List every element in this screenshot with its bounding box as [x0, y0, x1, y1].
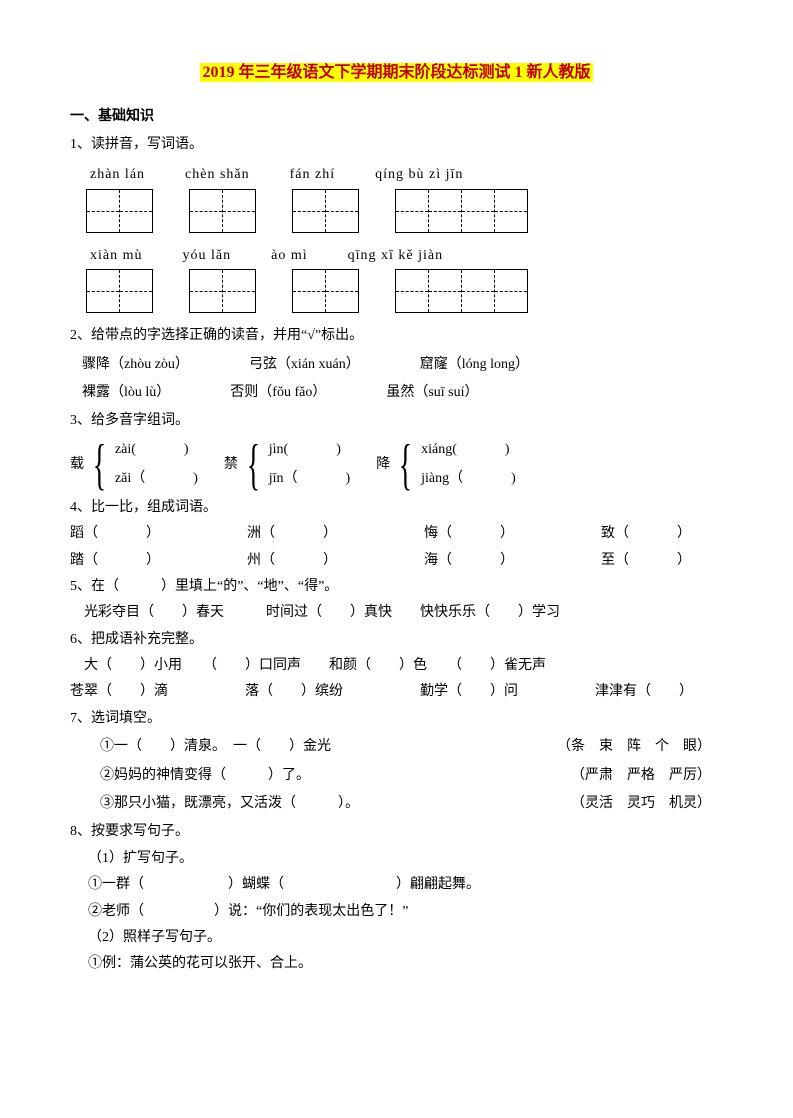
- blank: ): [457, 439, 512, 461]
- page-title: 2019 年三年级语文下学期期末阶段达标测试 1 新人教版: [70, 60, 723, 86]
- q7b: ②妈妈的神情变得（ ）了。 （严肃 严格 严厉）: [82, 765, 711, 787]
- blank: ): [145, 468, 200, 490]
- blank: ): [136, 439, 191, 461]
- q2-item: 窟窿（lóng long）: [420, 354, 529, 376]
- pinyin: qíng bù zì jīn: [375, 164, 463, 186]
- q2-item: 骤降（zhòu zòu）: [82, 354, 189, 376]
- q6: 6、把成语补充完整。: [70, 629, 723, 651]
- q2-item: 虽然（suī suí）: [386, 382, 478, 404]
- q8: 8、按要求写句子。: [70, 821, 723, 843]
- duoyinzi-group: 载 { zài( ) zǎi（ ): [70, 437, 200, 493]
- q6-item: 落（ ）缤纷: [245, 681, 343, 703]
- q7: 7、选词填空。: [70, 708, 723, 730]
- reading: jiàng（: [421, 471, 463, 486]
- tianzi-grid: [292, 189, 359, 233]
- reading: zǎi（: [115, 471, 145, 486]
- q2-item: 裸露（lòu lù）: [82, 382, 170, 404]
- q7b-options: （严肃 严格 严厉）: [571, 765, 711, 787]
- q4-row1: 蹈（ ） 洲（ ） 悔（ ） 致（ ）: [70, 523, 723, 545]
- q2-item: 弓弦（xián xuán）: [249, 354, 360, 376]
- q6-item: 苍翠（ ）滴: [70, 681, 168, 703]
- duoyinzi-group: 禁 { jìn( ) jīn（ ): [224, 437, 352, 493]
- q7c-options: （灵活 灵巧 机灵）: [571, 793, 711, 815]
- q2-item: 否则（fǒu fǎo）: [230, 382, 326, 404]
- q8-1: （1）扩写句子。: [88, 848, 723, 870]
- section-1-head: 一、基础知识: [70, 106, 723, 128]
- q7c-text: ③那只小猫，既漂亮，又活泼（ ）。: [100, 793, 359, 815]
- duoyinzi-row: 载 { zài( ) zǎi（ ) 禁 { jìn( ) jīn（ ) 降 { …: [70, 437, 723, 493]
- char: 降: [376, 454, 390, 476]
- q4-row2: 踏（ ） 州（ ） 海（ ） 至（ ）: [70, 550, 723, 572]
- tianzi-grid: [292, 269, 359, 313]
- q6-item: 勤学（ ）问: [420, 681, 518, 703]
- char: 禁: [224, 454, 238, 476]
- q6-item: 津津有（ ）: [595, 681, 693, 703]
- q4-item: 蹈（: [70, 526, 98, 541]
- q3: 3、给多音字组词。: [70, 410, 723, 432]
- pinyin: xiàn mù: [90, 245, 143, 267]
- q4-item: 悔（: [424, 526, 452, 541]
- pinyin-row-1: zhàn lán chèn shǎn fán zhí qíng bù zì jī…: [90, 164, 723, 186]
- brace-icon: {: [399, 437, 412, 493]
- title-highlight: 2019 年三年级语文下学期期末阶段达标测试 1 新人教版: [200, 63, 592, 82]
- q8-2a: ①例：蒲公英的花可以张开、合上。: [88, 953, 723, 975]
- tianzi-grid: [189, 189, 256, 233]
- blank: ): [298, 468, 353, 490]
- q8-2: （2）照样子写句子。: [88, 927, 723, 949]
- q7a-text: ①一（ ）清泉。 一（ ）金光: [100, 736, 331, 758]
- q7b-text: ②妈妈的神情变得（ ）了。: [100, 765, 310, 787]
- q4-item: 州（: [247, 553, 275, 568]
- pinyin: yóu lǎn: [183, 245, 232, 267]
- q2: 2、给带点的字选择正确的读音，并用“√”标出。: [70, 325, 723, 347]
- reading: zài(: [115, 442, 136, 457]
- q2-row2: 裸露（lòu lù） 否则（fǒu fǎo） 虽然（suī suí）: [82, 382, 723, 404]
- pinyin: qīng xī kě jiàn: [348, 245, 444, 267]
- boxes-row-2: [86, 269, 723, 313]
- q6-row1: 大（ ）小用 （ ）口同声 和颜（ ）色 （ ）雀无声: [70, 655, 723, 677]
- q8-1a: ①一群（ ）蝴蝶（ ）翩翩起舞。: [88, 874, 723, 896]
- tianzi-grid: [189, 269, 256, 313]
- blank: ): [288, 439, 343, 461]
- q4-item: 洲（: [247, 526, 275, 541]
- q1: 1、读拼音，写词语。: [70, 134, 723, 156]
- duoyinzi-group: 降 { xiáng( ) jiàng（ ): [376, 437, 518, 493]
- boxes-row-1: [86, 189, 723, 233]
- q4: 4、比一比，组成词语。: [70, 497, 723, 519]
- q8-1b: ②老师（ ）说：“你们的表现太出色了！”: [88, 901, 723, 923]
- q7a: ①一（ ）清泉。 一（ ）金光 （条 束 阵 个 眼）: [82, 736, 711, 758]
- q7a-options: （条 束 阵 个 眼）: [557, 736, 711, 758]
- q5: 5、在（ ）里填上“的”、“地”、“得”。: [70, 576, 723, 598]
- pinyin: zhàn lán: [90, 164, 145, 186]
- pinyin-row-2: xiàn mù yóu lǎn ào mì qīng xī kě jiàn: [90, 245, 723, 267]
- q6-row2: 苍翠（ ）滴 落（ ）缤纷 勤学（ ）问 津津有（ ）: [70, 681, 723, 703]
- pinyin: ào mì: [271, 245, 308, 267]
- reading: jìn(: [269, 442, 288, 457]
- brace-icon: {: [247, 437, 260, 493]
- tianzi-grid: [86, 269, 153, 313]
- q5-fill: 光彩夺目（ ）春天 时间过（ ）真快 快快乐乐（ ）学习: [70, 602, 723, 624]
- q4-item: 海（: [424, 553, 452, 568]
- tianzi-grid: [395, 189, 528, 233]
- q4-item: 致（: [601, 526, 629, 541]
- tianzi-grid: [395, 269, 528, 313]
- q7c: ③那只小猫，既漂亮，又活泼（ ）。 （灵活 灵巧 机灵）: [82, 793, 711, 815]
- pinyin: chèn shǎn: [185, 164, 250, 186]
- blank: ): [463, 468, 518, 490]
- brace-icon: {: [93, 437, 106, 493]
- q4-item: 至（: [601, 553, 629, 568]
- pinyin: fán zhí: [290, 164, 335, 186]
- q4-item: 踏（: [70, 553, 98, 568]
- q2-row1: 骤降（zhòu zòu） 弓弦（xián xuán） 窟窿（lóng long）: [82, 354, 723, 376]
- char: 载: [70, 454, 84, 476]
- tianzi-grid: [86, 189, 153, 233]
- reading: jīn（: [269, 471, 298, 486]
- reading: xiáng(: [421, 442, 457, 457]
